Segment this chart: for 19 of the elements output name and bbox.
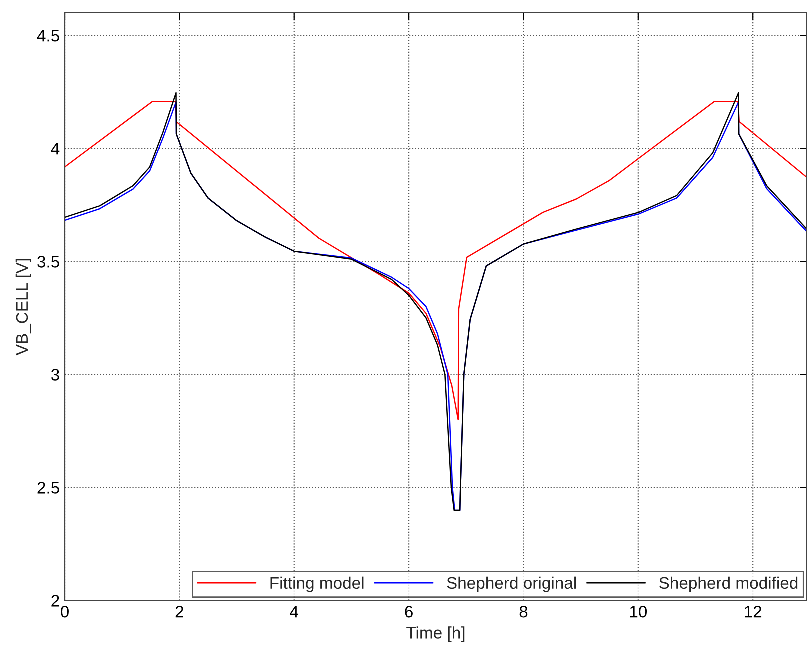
y-tick-label: 4.5 (37, 30, 60, 42)
y-tick-label: 2.5 (38, 482, 60, 494)
x-tick-label: 6 (405, 606, 413, 618)
x-tick-label: 12 (745, 606, 762, 618)
y-axis-title: VB_CELL [V] (16, 259, 32, 356)
x-tick-label: 8 (520, 606, 528, 618)
line-series (65, 100, 807, 420)
y-tick-label: 2 (52, 595, 60, 607)
x-tick-label: 10 (630, 606, 648, 618)
legend-label: Fitting model (270, 576, 364, 592)
y-tick-label: 3 (52, 369, 60, 381)
x-axis-title: Time [h] (406, 626, 465, 642)
legend-label: Shepherd modified (660, 576, 798, 592)
x-tick-label: 2 (176, 606, 184, 618)
x-tick-label: 4 (290, 606, 299, 618)
legend-label: Shepherd original (447, 576, 576, 592)
y-tick-label: 4 (51, 143, 60, 155)
x-tick-label: 0 (61, 606, 69, 618)
y-tick-label: 3.5 (38, 256, 60, 268)
